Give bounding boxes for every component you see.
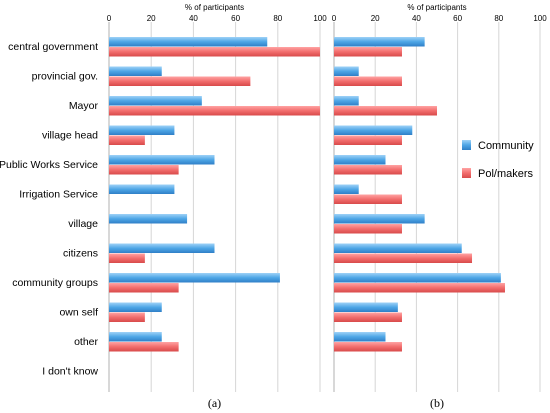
bar-community bbox=[109, 184, 175, 194]
bar-community bbox=[334, 273, 501, 283]
category-label: Irrigation Service bbox=[19, 189, 98, 201]
bar-pol-makers bbox=[109, 165, 179, 175]
x-axis-title: % of participants bbox=[407, 3, 466, 12]
category-label: village head bbox=[42, 130, 98, 142]
panel-label: (a) bbox=[208, 396, 221, 410]
x-tick-label: 80 bbox=[273, 14, 282, 23]
bar-pol-makers bbox=[109, 106, 320, 116]
x-tick-label: 60 bbox=[453, 14, 462, 23]
x-tick-label: 20 bbox=[147, 14, 156, 23]
x-tick-label: 40 bbox=[189, 14, 198, 23]
bar-pol-makers bbox=[334, 342, 402, 352]
bar-community bbox=[334, 243, 462, 253]
bar-community bbox=[109, 214, 188, 224]
bar-community bbox=[334, 37, 425, 47]
legend: Community Pol/makers bbox=[462, 140, 534, 180]
category-label: citizens bbox=[63, 248, 98, 260]
bar-community bbox=[334, 332, 386, 342]
bar-community bbox=[334, 155, 386, 165]
bar-pol-makers bbox=[109, 342, 179, 352]
legend-label: Pol/makers bbox=[478, 168, 534, 180]
x-tick-label: 40 bbox=[412, 14, 421, 23]
legend-label: Community bbox=[478, 140, 534, 152]
bar-pol-makers bbox=[334, 47, 402, 57]
bar-community bbox=[334, 302, 398, 312]
bar-community bbox=[109, 243, 215, 253]
bar-pol-makers bbox=[109, 47, 320, 57]
bar-community bbox=[109, 125, 175, 135]
bar-pol-makers bbox=[334, 253, 473, 263]
bar-community bbox=[334, 125, 413, 135]
category-layer: central government provincial gov. Mayor vi… bbox=[0, 41, 98, 378]
axis-title-layer: % of participants % of participants bbox=[185, 3, 467, 12]
tick-layer: 0 20 40 60 80 100 0 20 40 60 80 100 bbox=[107, 14, 547, 23]
x-tick-label: 100 bbox=[533, 14, 547, 23]
bar-pol-makers bbox=[109, 312, 145, 322]
bar-community bbox=[109, 332, 162, 342]
bar-pol-makers bbox=[334, 224, 402, 234]
bar-community bbox=[334, 184, 359, 194]
bar-community bbox=[334, 66, 359, 76]
bar-pol-makers bbox=[109, 283, 179, 293]
x-tick-label: 0 bbox=[332, 14, 337, 23]
x-axis-title: % of participants bbox=[185, 3, 244, 12]
x-tick-label: 80 bbox=[494, 14, 503, 23]
bar-community bbox=[109, 155, 215, 165]
panel-label: (b) bbox=[430, 396, 444, 410]
bar-community bbox=[109, 273, 280, 283]
bar-community bbox=[334, 214, 425, 224]
bar-pol-makers bbox=[109, 76, 251, 86]
bar-community bbox=[109, 96, 202, 106]
bar-pol-makers bbox=[334, 106, 437, 116]
bar-community bbox=[109, 66, 162, 76]
category-label: community groups bbox=[12, 277, 98, 289]
x-tick-label: 0 bbox=[107, 14, 112, 23]
category-label: village bbox=[68, 218, 98, 230]
legend-swatch-community bbox=[462, 140, 471, 150]
x-tick-label: 60 bbox=[231, 14, 240, 23]
bar-pol-makers bbox=[109, 135, 145, 145]
bar-pol-makers bbox=[334, 135, 402, 145]
panel-label-layer: (a) (b) bbox=[208, 396, 444, 410]
bar-pol-makers bbox=[109, 253, 145, 263]
category-label: Mayor bbox=[69, 100, 99, 112]
x-tick-label: 20 bbox=[371, 14, 380, 23]
bar-layer bbox=[109, 37, 505, 352]
bar-pol-makers bbox=[334, 76, 402, 86]
category-label: own self bbox=[59, 307, 98, 319]
bar-pol-makers bbox=[334, 165, 402, 175]
category-label: central government bbox=[8, 41, 98, 53]
bar-pol-makers bbox=[334, 283, 505, 293]
bar-community bbox=[334, 96, 359, 106]
bar-community bbox=[109, 37, 268, 47]
category-label: Public Works Service bbox=[0, 159, 98, 171]
category-label: provincial gov. bbox=[32, 71, 98, 83]
bar-pol-makers bbox=[334, 194, 402, 204]
category-label: other bbox=[74, 336, 98, 348]
category-label: I don't know bbox=[42, 366, 98, 378]
x-tick-label: 100 bbox=[313, 14, 327, 23]
bar-community bbox=[109, 302, 162, 312]
legend-swatch-pol-makers bbox=[462, 168, 471, 178]
bar-pol-makers bbox=[334, 312, 402, 322]
